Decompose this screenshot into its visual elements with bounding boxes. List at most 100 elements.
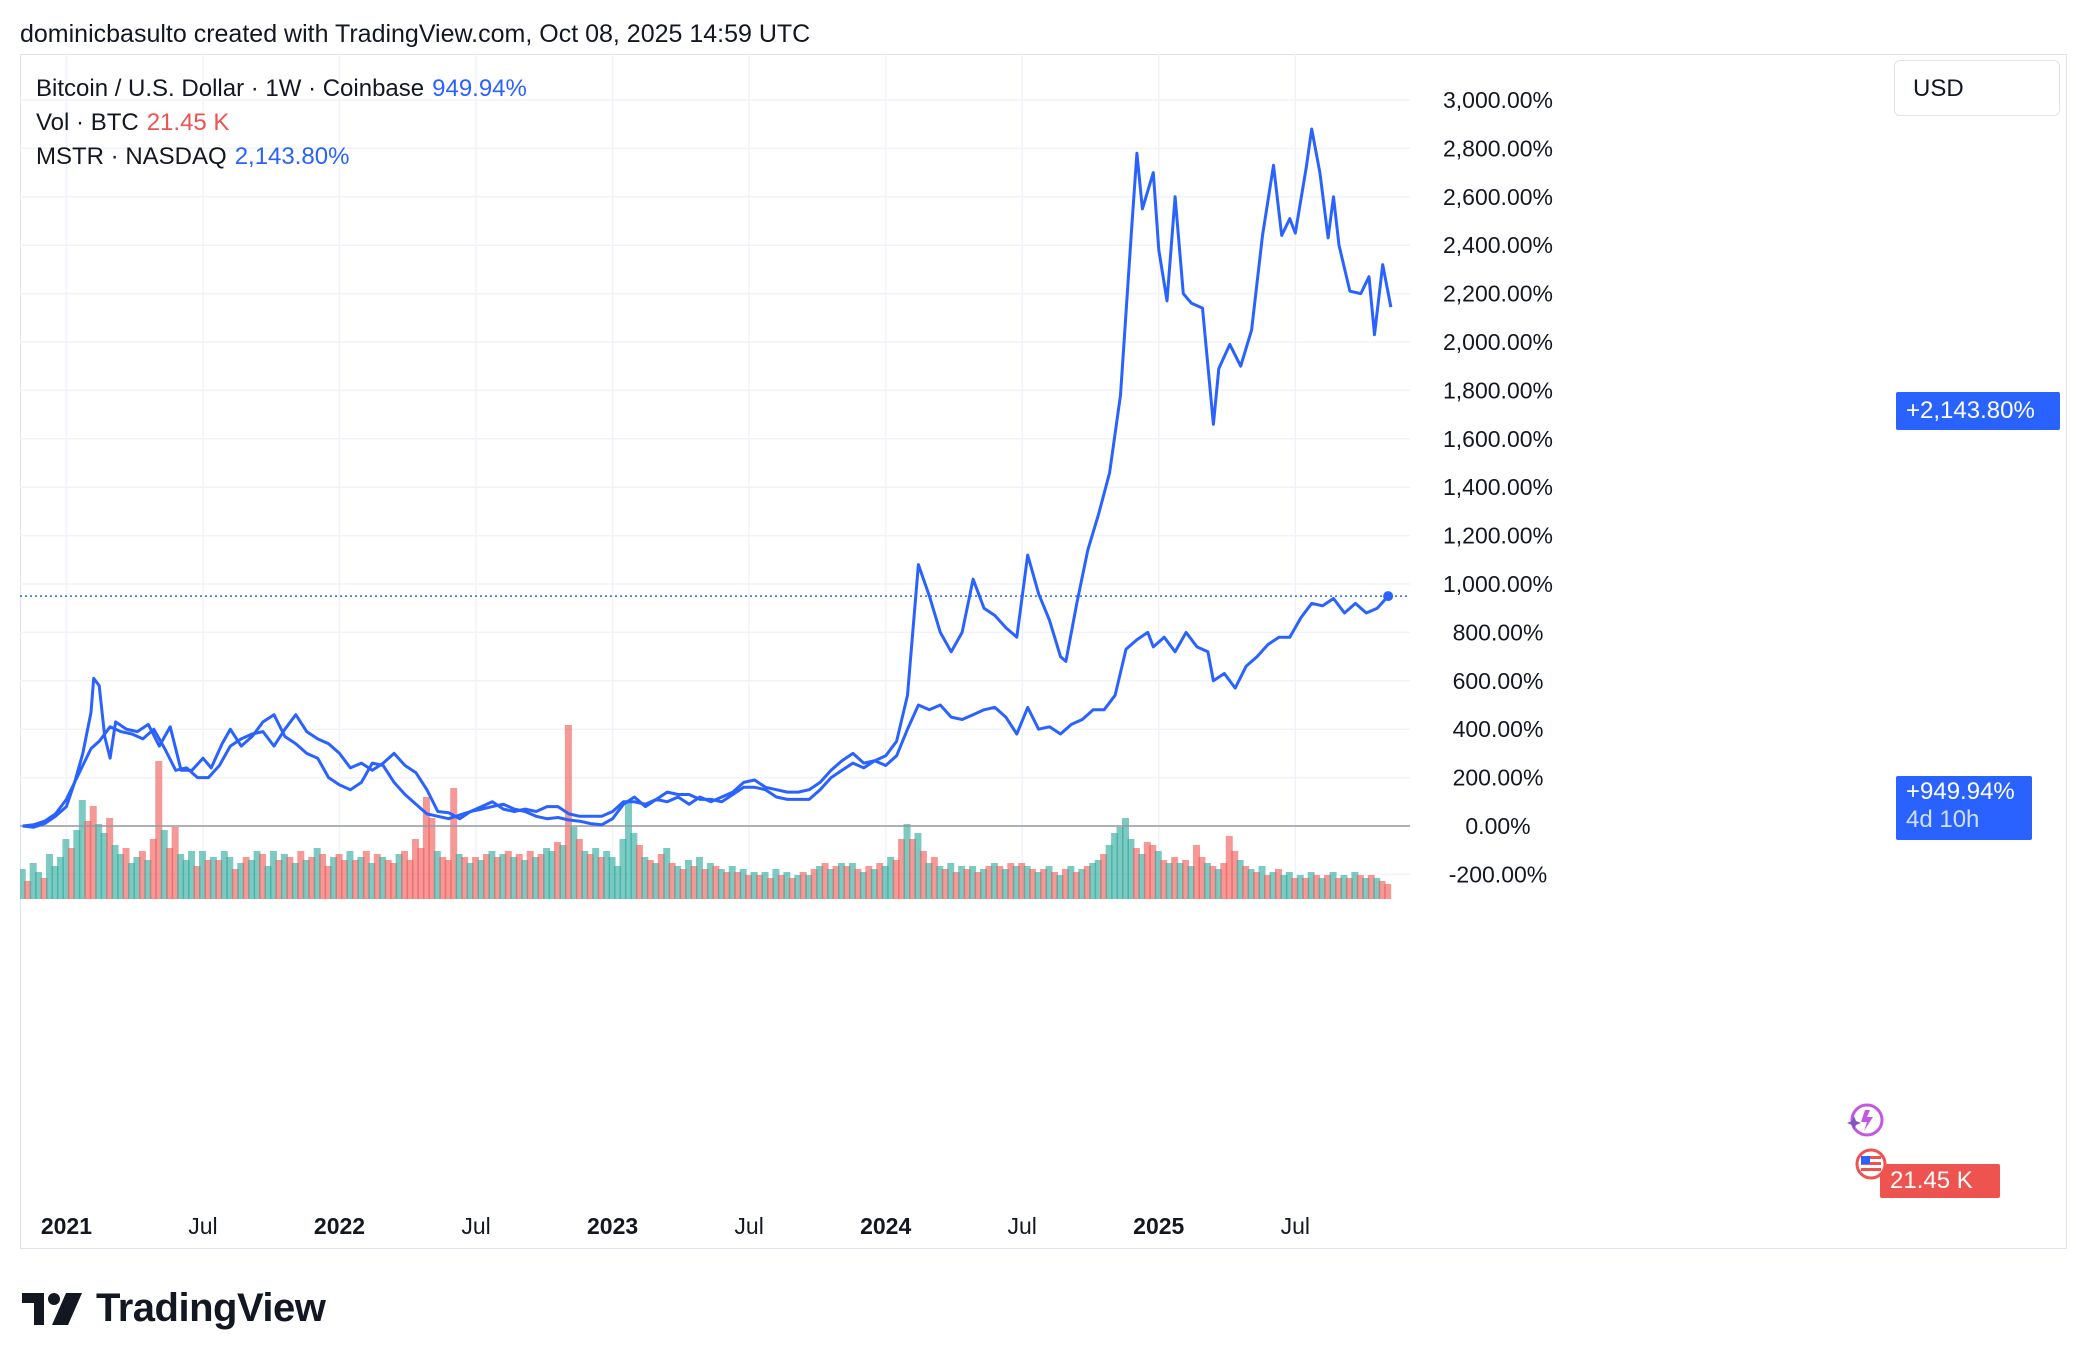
tradingview-logo[interactable]: TradingView	[22, 1286, 326, 1331]
volume-bar	[794, 875, 802, 899]
y-tick-label: 800.00%	[1453, 619, 1544, 645]
x-tick-label: 2023	[587, 1213, 638, 1239]
sparkle-alert-icon[interactable]	[1845, 1100, 1885, 1140]
legend-mstr[interactable]: MSTR · NASDAQ 2,143.80%	[36, 140, 527, 174]
series-line-btc	[22, 595, 1390, 828]
volume-bar	[903, 824, 911, 899]
volume-bar	[193, 866, 201, 899]
volume-bar	[488, 851, 496, 899]
volume-bar	[1209, 866, 1217, 899]
volume-bar	[614, 866, 622, 899]
volume-bar	[237, 863, 245, 899]
volume-bar	[428, 818, 436, 899]
volume-bar	[335, 854, 343, 899]
volume-bar	[1242, 866, 1250, 899]
volume-bar	[1176, 863, 1184, 899]
volume-bar	[521, 860, 529, 899]
volume-bar	[308, 857, 316, 899]
y-tick-label: 400.00%	[1453, 716, 1544, 742]
mstr-price-tag: +2,143.80%	[1896, 392, 2060, 430]
volume-bar	[532, 857, 540, 899]
volume-bar	[1143, 842, 1151, 899]
volume-bar	[346, 851, 354, 899]
volume-bar	[138, 851, 146, 899]
volume-bar	[362, 851, 370, 899]
volume-bar	[1007, 863, 1015, 899]
volume-bar	[832, 866, 840, 899]
volume-bar	[166, 848, 174, 899]
volume-bar	[1078, 869, 1086, 899]
volume-bar	[941, 869, 949, 899]
legend-btc[interactable]: Bitcoin / U.S. Dollar · 1W · Coinbase 949…	[36, 72, 527, 106]
volume-bar	[750, 872, 758, 899]
volume-bar	[1225, 836, 1233, 899]
legend-mstr-label: MSTR · NASDAQ	[36, 143, 227, 170]
legend-vol-label: Vol · BTC	[36, 109, 139, 136]
volume-bar	[226, 857, 234, 899]
currency-button[interactable]: USD	[1894, 60, 2060, 116]
volume-bar	[1034, 872, 1042, 899]
volume-bar	[925, 863, 933, 899]
volume-bar	[936, 866, 944, 899]
volume-bar	[619, 839, 627, 899]
volume-bar	[881, 866, 889, 899]
volume-bar	[930, 857, 938, 899]
volume-bar	[1105, 845, 1113, 899]
volume-bar	[493, 857, 501, 899]
volume-bar	[160, 830, 168, 899]
volume-bar	[46, 854, 54, 899]
volume-bar	[302, 860, 310, 899]
volume-bar	[275, 860, 283, 899]
volume-bar	[155, 761, 163, 899]
volume-bar	[761, 872, 769, 899]
volume-bar	[668, 863, 676, 899]
volume-bar	[379, 857, 387, 899]
volume-bar	[280, 854, 288, 899]
volume-bar	[1171, 857, 1179, 899]
volume-bar	[286, 857, 294, 899]
volume-bar	[515, 854, 523, 899]
volume-bar	[805, 875, 813, 899]
volume-bar	[248, 860, 256, 899]
volume-bar	[947, 863, 955, 899]
volume-bar	[958, 866, 966, 899]
volume-bar	[106, 818, 114, 899]
volume-bar	[313, 848, 321, 899]
volume-bar	[406, 860, 414, 899]
legend-vol[interactable]: Vol · BTC 21.45 K	[36, 106, 527, 140]
chart-frame	[20, 54, 2067, 1249]
volume-bar	[95, 824, 103, 899]
volume-bar	[35, 872, 43, 899]
x-tick-label: Jul	[461, 1213, 490, 1239]
volume-bar	[1001, 869, 1009, 899]
y-tick-label: 2,800.00%	[1443, 135, 1553, 161]
volume-bar	[1165, 863, 1173, 899]
volume-bar	[674, 866, 682, 899]
volume-bar	[777, 875, 785, 899]
volume-bar	[1378, 881, 1386, 899]
volume-bar	[592, 848, 600, 899]
volume-bar	[373, 854, 381, 899]
chart-canvas[interactable]: 3,000.00% 2,800.00% 2,600.00% 2,400.00% 2,20…	[20, 54, 2067, 1249]
tradingview-wordmark: TradingView	[96, 1286, 326, 1330]
chart-credit: dominicbasulto created with TradingView.…	[20, 20, 811, 48]
y-tick-label: 0.00%	[1465, 813, 1530, 839]
volume-bar	[422, 797, 430, 899]
volume-bar	[127, 863, 135, 899]
volume-bar	[466, 863, 474, 899]
volume-bar	[29, 863, 37, 899]
volume-bar	[854, 869, 862, 899]
x-tick-label: Jul	[1281, 1213, 1310, 1239]
y-tick-label: 1,200.00%	[1443, 523, 1553, 549]
volume-bar	[772, 869, 780, 899]
volume-bar	[477, 860, 485, 899]
legend-btc-label: Bitcoin / U.S. Dollar · 1W · Coinbase	[36, 75, 425, 102]
volume-bar	[1274, 869, 1282, 899]
volume-bar	[570, 827, 578, 899]
us-flag-icon[interactable]	[1855, 1148, 1887, 1180]
volume-bar	[969, 866, 977, 899]
volume-bar	[898, 839, 906, 899]
volume-bar	[1127, 839, 1135, 899]
volume-bar	[62, 839, 70, 899]
volume-bar	[914, 833, 922, 899]
